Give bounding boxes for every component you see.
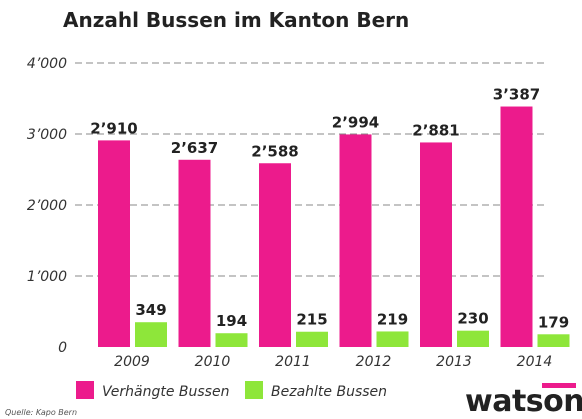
bar-verhaengt — [420, 142, 452, 347]
bar-verhaengt — [98, 140, 130, 347]
brand-wordmark: watson — [465, 384, 582, 419]
bar-bezahlt — [457, 330, 489, 347]
bar-bezahlt — [537, 334, 570, 347]
data-label: 2’588 — [251, 142, 298, 160]
bar-verhaengt — [178, 159, 211, 347]
data-labels: 2’910 349 2’637 194 2’588 215 2’994 219 2’881 230… — [90, 86, 569, 332]
y-tick-label: 1’000 — [27, 269, 67, 285]
bar-bezahlt — [296, 331, 328, 347]
data-label: 230 — [457, 310, 488, 328]
bar-bezahlt — [376, 331, 409, 347]
bar-verhaengt — [500, 106, 533, 347]
legend-label-verhaengt: Verhängte Bussen — [102, 384, 229, 400]
x-tick-label: 2009 — [114, 354, 150, 370]
chart-title: Anzahl Bussen im Kanton Bern — [63, 8, 409, 32]
x-tick-label: 2012 — [356, 354, 392, 370]
x-tick-label: 2010 — [195, 354, 231, 370]
watson-logo: watson — [465, 383, 582, 419]
legend-label-bezahlt: Bezahlte Bussen — [271, 384, 387, 400]
bar-bezahlt — [135, 322, 167, 347]
legend-swatch-bezahlt — [245, 381, 263, 399]
source-note: Quelle: Kapo Bern — [5, 408, 77, 417]
data-label: 2’637 — [171, 139, 218, 157]
data-label: 2’881 — [412, 121, 459, 139]
bar-verhaengt — [339, 134, 372, 347]
y-tick-label: 4’000 — [27, 56, 67, 72]
y-tick-label: 2’000 — [27, 198, 67, 214]
brand-accent-bar — [542, 383, 576, 388]
x-axis-ticks: 2009 2010 2011 2012 2013 2014 — [114, 354, 552, 370]
data-label: 2’910 — [90, 119, 137, 137]
gridlines — [75, 62, 545, 277]
data-label: 179 — [538, 313, 569, 331]
data-label: 3’387 — [493, 86, 540, 104]
data-label: 219 — [377, 310, 408, 328]
x-tick-label: 2013 — [436, 354, 472, 370]
bar-bezahlt — [215, 333, 248, 347]
data-label: 2’994 — [332, 113, 379, 131]
bar-verhaengt — [259, 163, 291, 347]
y-axis-ticks: 0 1’000 2’000 3’000 4’000 — [27, 56, 67, 356]
data-label: 194 — [216, 312, 247, 330]
data-label: 215 — [296, 311, 327, 329]
y-tick-label: 0 — [58, 340, 67, 356]
bars — [98, 106, 570, 347]
data-label: 349 — [135, 301, 166, 319]
x-tick-label: 2014 — [517, 354, 553, 370]
y-tick-label: 3’000 — [27, 127, 67, 143]
legend-swatch-verhaengt — [76, 381, 94, 399]
x-tick-label: 2011 — [275, 354, 311, 370]
legend: Verhängte Bussen Bezahlte Bussen — [76, 381, 387, 400]
